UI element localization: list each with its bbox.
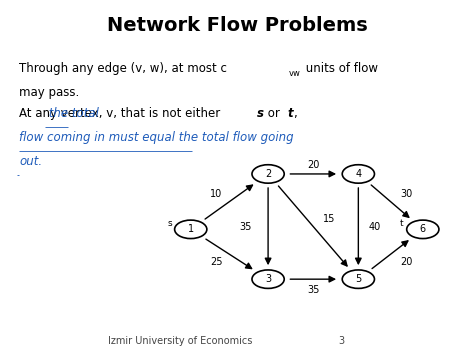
Text: 35: 35 [307, 285, 319, 295]
Text: 20: 20 [307, 160, 319, 170]
Text: At any vertex, v, that is not either: At any vertex, v, that is not either [19, 106, 224, 120]
Text: out.: out. [19, 155, 42, 168]
Circle shape [407, 220, 439, 239]
Text: 6: 6 [420, 224, 426, 234]
Circle shape [174, 220, 207, 239]
Text: Izmir University of Economics: Izmir University of Economics [108, 336, 252, 346]
Text: 3: 3 [338, 336, 344, 346]
Text: Through any edge (v, w), at most c: Through any edge (v, w), at most c [19, 62, 227, 75]
Text: may pass.: may pass. [19, 86, 79, 99]
Text: s: s [257, 106, 264, 120]
Circle shape [342, 165, 374, 183]
Text: t: t [400, 219, 404, 228]
Text: or: or [264, 106, 284, 120]
Circle shape [252, 270, 284, 288]
Text: s: s [167, 219, 172, 228]
Text: 5: 5 [355, 274, 362, 284]
Text: 3: 3 [265, 274, 271, 284]
Text: units of flow: units of flow [302, 62, 378, 75]
Text: 2: 2 [265, 169, 271, 179]
Circle shape [342, 270, 374, 288]
Text: vw: vw [289, 69, 301, 78]
Text: 4: 4 [356, 169, 361, 179]
Text: 30: 30 [401, 189, 413, 199]
Text: the total: the total [45, 106, 99, 120]
Text: flow coming in must equal the total flow going: flow coming in must equal the total flow… [19, 131, 293, 144]
Text: ,: , [293, 106, 297, 120]
Text: 35: 35 [239, 222, 252, 231]
Text: 10: 10 [210, 189, 223, 199]
Text: 1: 1 [188, 224, 194, 234]
Text: 25: 25 [210, 257, 223, 267]
Text: t: t [287, 106, 293, 120]
Text: 20: 20 [401, 257, 413, 267]
Circle shape [252, 165, 284, 183]
Text: Network Flow Problems: Network Flow Problems [107, 16, 367, 35]
Text: 15: 15 [323, 214, 336, 224]
Text: 40: 40 [368, 222, 381, 231]
